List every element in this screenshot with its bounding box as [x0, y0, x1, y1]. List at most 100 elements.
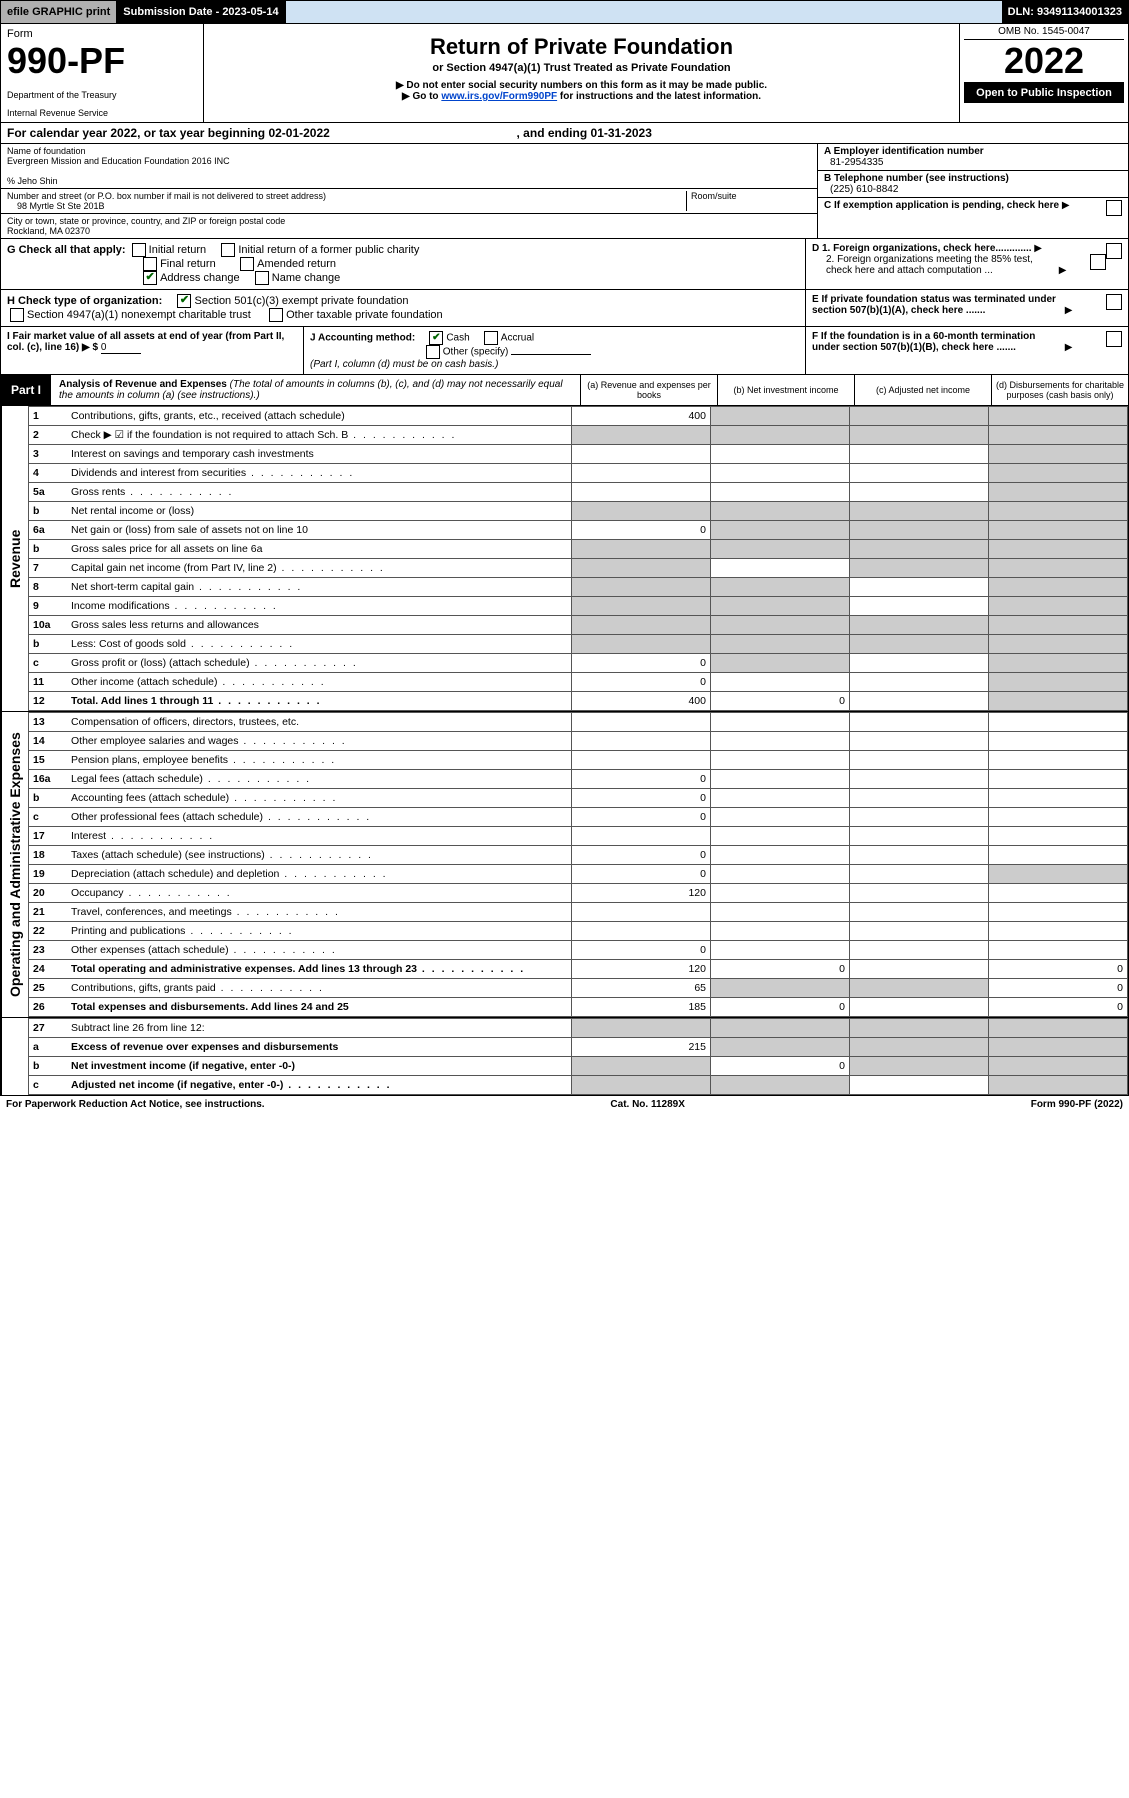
- f-section: F If the foundation is in a 60-month ter…: [806, 327, 1128, 374]
- d1-checkbox[interactable]: [1106, 243, 1122, 259]
- initial-former-checkbox[interactable]: [221, 243, 235, 257]
- calendar-year-row: For calendar year 2022, or tax year begi…: [0, 123, 1129, 144]
- name-label: Name of foundation: [7, 146, 86, 156]
- row-21: 21Travel, conferences, and meetings: [29, 903, 1128, 922]
- row-22: 22Printing and publications: [29, 922, 1128, 941]
- row-6b: bGross sales price for all assets on lin…: [29, 540, 1128, 559]
- top-bar: efile GRAPHIC print Submission Date - 20…: [0, 0, 1129, 24]
- row-17: 17Interest: [29, 827, 1128, 846]
- row-16c: cOther professional fees (attach schedul…: [29, 808, 1128, 827]
- irs-link[interactable]: www.irs.gov/Form990PF: [441, 91, 557, 102]
- other-checkbox[interactable]: [426, 345, 440, 359]
- accrual-checkbox[interactable]: [484, 331, 498, 345]
- name-change-checkbox[interactable]: [255, 271, 269, 285]
- e-checkbox[interactable]: [1106, 294, 1122, 310]
- final-checkbox[interactable]: [143, 257, 157, 271]
- d2-label: 2. Foreign organizations meeting the 85%…: [812, 254, 1056, 276]
- h3-label: Other taxable private foundation: [286, 309, 443, 321]
- row-11: 11Other income (attach schedule)0: [29, 673, 1128, 692]
- row-10b: bLess: Cost of goods sold: [29, 635, 1128, 654]
- revenue-side-label: Revenue: [1, 406, 28, 711]
- col-a-head: (a) Revenue and expenses per books: [581, 375, 718, 405]
- header-center: Return of Private Foundation or Section …: [204, 24, 959, 122]
- i-label: I Fair market value of all assets at end…: [7, 331, 284, 353]
- c-checkbox[interactable]: [1106, 200, 1122, 216]
- check-section-he: H Check type of organization: ✔Section 5…: [0, 290, 1129, 327]
- part1-header: Part I Analysis of Revenue and Expenses …: [0, 375, 1129, 406]
- row-6a: 6aNet gain or (loss) from sale of assets…: [29, 521, 1128, 540]
- h1-checkbox[interactable]: ✔: [177, 294, 191, 308]
- final-label: Final return: [160, 258, 216, 270]
- footer-left: For Paperwork Reduction Act Notice, see …: [6, 1099, 265, 1110]
- amended-checkbox[interactable]: [240, 257, 254, 271]
- ij-row: I Fair market value of all assets at end…: [0, 327, 1129, 375]
- d1-label: D 1. Foreign organizations, check here..…: [812, 243, 1032, 254]
- expenses-side-label: Operating and Administrative Expenses: [1, 712, 28, 1017]
- dln-label: DLN: 93491134001323: [1002, 1, 1128, 23]
- d2-checkbox[interactable]: [1090, 254, 1106, 270]
- cash-label: Cash: [446, 333, 469, 344]
- e-label: E If private foundation status was termi…: [812, 294, 1062, 316]
- row-2: 2Check ▶ ☑ if the foundation is not requ…: [29, 426, 1128, 445]
- row-8: 8Net short-term capital gain: [29, 578, 1128, 597]
- check-section-gd: G Check all that apply: Initial return I…: [0, 239, 1129, 290]
- irs-label: Internal Revenue Service: [7, 108, 197, 118]
- h-section: H Check type of organization: ✔Section 5…: [1, 290, 805, 326]
- row-23: 23Other expenses (attach schedule)0: [29, 941, 1128, 960]
- phone-label: B Telephone number (see instructions): [824, 173, 1009, 184]
- other-label: Other (specify): [443, 347, 509, 358]
- row-16b: bAccounting fees (attach schedule)0: [29, 789, 1128, 808]
- instr2a: ▶ Go to: [402, 91, 441, 102]
- instr2b: for instructions and the latest informat…: [557, 91, 761, 102]
- addr-label: Number and street (or P.O. box number if…: [7, 191, 326, 201]
- col-b-head: (b) Net investment income: [718, 375, 855, 405]
- row-9: 9Income modifications: [29, 597, 1128, 616]
- h3-checkbox[interactable]: [269, 308, 283, 322]
- expenses-table: Operating and Administrative Expenses 13…: [0, 712, 1129, 1018]
- col-c-head: (c) Adjusted net income: [855, 375, 992, 405]
- initial-former-label: Initial return of a former public charit…: [238, 244, 419, 256]
- footer: For Paperwork Reduction Act Notice, see …: [0, 1096, 1129, 1113]
- care-of: % Jeho Shin: [7, 176, 58, 186]
- calyear-b: , and ending 01-31-2023: [517, 126, 652, 140]
- h-label: H Check type of organization:: [7, 295, 162, 307]
- initial-label: Initial return: [149, 244, 206, 256]
- row-27a: aExcess of revenue over expenses and dis…: [29, 1038, 1128, 1057]
- row-20: 20Occupancy120: [29, 884, 1128, 903]
- row-16a: 16aLegal fees (attach schedule)0: [29, 770, 1128, 789]
- form-word: Form: [7, 28, 197, 40]
- part1-desc: Analysis of Revenue and Expenses (The to…: [51, 375, 581, 405]
- j-label: J Accounting method:: [310, 333, 415, 344]
- amended-label: Amended return: [257, 258, 336, 270]
- ein-value: 81-2954335: [824, 157, 883, 168]
- row-10c: cGross profit or (loss) (attach schedule…: [29, 654, 1128, 673]
- row-12: 12Total. Add lines 1 through 114000: [29, 692, 1128, 711]
- f-label: F If the foundation is in a 60-month ter…: [812, 331, 1062, 353]
- city-label: City or town, state or province, country…: [7, 216, 285, 226]
- form-header: Form 990-PF Department of the Treasury I…: [0, 24, 1129, 123]
- c-label: C If exemption application is pending, c…: [824, 200, 1059, 211]
- row-4: 4Dividends and interest from securities: [29, 464, 1128, 483]
- foundation-name: Evergreen Mission and Education Foundati…: [7, 156, 230, 166]
- row-27c: cAdjusted net income (if negative, enter…: [29, 1076, 1128, 1095]
- open-public: Open to Public Inspection: [964, 83, 1124, 103]
- row-5a: 5aGross rents: [29, 483, 1128, 502]
- info-block: Name of foundation Evergreen Mission and…: [0, 144, 1129, 239]
- j-section: J Accounting method: ✔Cash Accrual Other…: [304, 327, 806, 374]
- cash-checkbox[interactable]: ✔: [429, 331, 443, 345]
- header-left: Form 990-PF Department of the Treasury I…: [1, 24, 204, 122]
- address-checkbox[interactable]: ✔: [143, 271, 157, 285]
- initial-checkbox[interactable]: [132, 243, 146, 257]
- h2-checkbox[interactable]: [10, 308, 24, 322]
- form-subtitle: or Section 4947(a)(1) Trust Treated as P…: [210, 62, 953, 74]
- f-checkbox[interactable]: [1106, 331, 1122, 347]
- subtract-table: 27Subtract line 26 from line 12: aExcess…: [0, 1018, 1129, 1096]
- phone-value: (225) 610-8842: [824, 184, 898, 195]
- form-title: Return of Private Foundation: [210, 34, 953, 60]
- row-27b: bNet investment income (if negative, ent…: [29, 1057, 1128, 1076]
- e-section: E If private foundation status was termi…: [805, 290, 1128, 326]
- footer-right: Form 990-PF (2022): [1031, 1099, 1123, 1110]
- d-section: D 1. Foreign organizations, check here..…: [805, 239, 1128, 289]
- omb-number: OMB No. 1545-0047: [964, 26, 1124, 40]
- street-address: 98 Myrtle St Ste 201B: [7, 201, 105, 211]
